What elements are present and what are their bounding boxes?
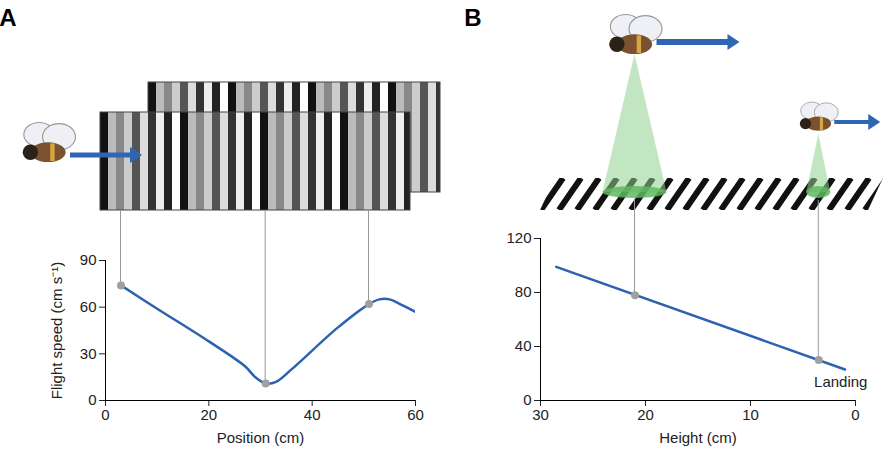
svg-text:20: 20: [200, 406, 217, 423]
svg-text:0: 0: [88, 391, 96, 408]
svg-text:Height (cm): Height (cm): [659, 429, 737, 446]
svg-text:A: A: [0, 4, 17, 31]
svg-text:80: 80: [515, 283, 532, 300]
svg-text:60: 60: [407, 406, 424, 423]
svg-text:30: 30: [532, 406, 549, 423]
svg-text:30: 30: [80, 345, 97, 362]
svg-text:60: 60: [80, 298, 97, 315]
svg-text:0: 0: [101, 406, 109, 423]
svg-text:B: B: [464, 4, 481, 31]
svg-text:0: 0: [851, 406, 859, 423]
svg-text:10: 10: [742, 406, 759, 423]
svg-text:120: 120: [506, 229, 531, 246]
svg-text:40: 40: [515, 337, 532, 354]
svg-text:40: 40: [304, 406, 321, 423]
svg-text:90: 90: [80, 251, 97, 268]
svg-text:Landing: Landing: [814, 373, 867, 390]
svg-text:Position (cm): Position (cm): [217, 429, 305, 446]
svg-text:Flight speed (cm s⁻¹): Flight speed (cm s⁻¹): [48, 262, 65, 400]
svg-text:20: 20: [637, 406, 654, 423]
svg-text:0: 0: [523, 391, 531, 408]
